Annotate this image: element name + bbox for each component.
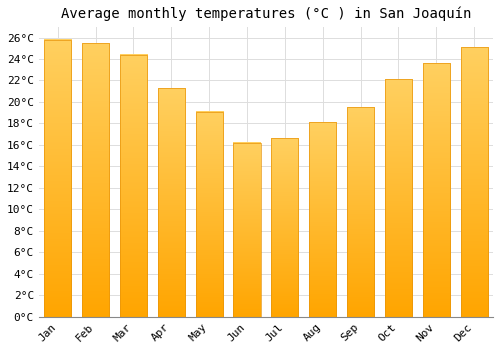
Bar [44,40,72,317]
Bar [271,139,298,317]
Bar [309,122,336,317]
Title: Average monthly temperatures (°C ) in San Joaquín: Average monthly temperatures (°C ) in Sa… [60,7,471,21]
Bar [158,88,185,317]
Bar [82,43,109,317]
Bar [385,79,412,317]
Bar [460,47,488,317]
Bar [234,143,260,317]
Bar [347,107,374,317]
Bar [422,63,450,317]
Bar [196,112,223,317]
Bar [120,55,147,317]
